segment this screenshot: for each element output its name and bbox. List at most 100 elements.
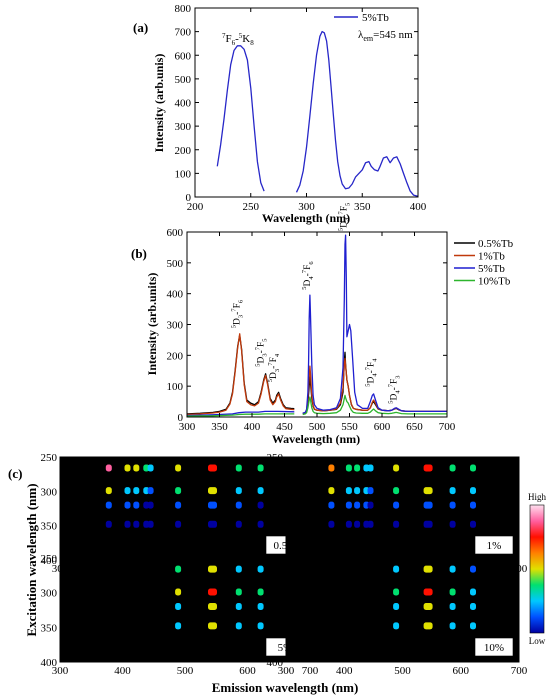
heatmap-1-spot-5-2 (393, 501, 400, 509)
panel-b-xtick-label-1: 350 (211, 421, 228, 433)
panel-a-ylabel: Intensity (arb.unis) (152, 54, 166, 153)
heatmap-2-spot-6-1 (208, 588, 217, 596)
heatmap-3-ytick-label-3: 400 (267, 657, 284, 669)
panel-b-xtick-label-3: 450 (276, 421, 293, 433)
heatmap-1-spot-6-1 (423, 487, 433, 495)
heatmap-2-spot-8-2 (257, 603, 264, 610)
heatmap-3-ytick-label-0: 250 (267, 553, 284, 565)
heatmap-1-ytick-label-3: 400 (267, 555, 284, 567)
panel-b-ytick-label-4: 400 (167, 289, 184, 301)
heatmap-1-spot-4-0 (367, 464, 374, 472)
heatmap-2-spot-7-0 (235, 565, 242, 573)
panel-b-xtick-label-0: 300 (179, 421, 196, 433)
panel-a-legend-note: λem=545 nm (358, 29, 413, 43)
heatmap-0-spot-2-0 (133, 464, 140, 472)
panel-b-annotation-4: 5D4-7F5 (337, 203, 351, 231)
panel-b-annotation-0: 5D3-7F6 (231, 299, 245, 328)
heatmap-2-spot-5-3 (175, 622, 182, 630)
heatmap-3-spot-7-1 (449, 588, 456, 596)
heatmap-0-spot-5-2 (175, 501, 182, 509)
panel-b-ytick-label-1: 100 (167, 381, 184, 393)
heatmap-0-spot-7-0 (235, 464, 242, 472)
panel-b-annotation-3: 5D4-7F6 (301, 261, 315, 290)
panel-b: (b) 300 350 400 450 500 550 600 650 700010020030… (131, 203, 514, 446)
heatmap-2-ytick-label-2: 350 (41, 622, 58, 634)
panel-c-colorbar: High Low (528, 492, 547, 646)
heatmap-3-xtick-label-1: 400 (336, 665, 353, 677)
heatmap-0-spot-0-1 (105, 487, 112, 495)
panel-c-xlabel: Emission wavelength (nm) (212, 680, 359, 695)
heatmap-3-spot-7-3 (449, 622, 456, 630)
heatmap-2-ytick-label-3: 400 (41, 657, 58, 669)
panel-a-xtick-label-0: 200 (187, 201, 204, 213)
panel-a-xtick-label-3: 350 (354, 201, 371, 213)
heatmap-3-xtick-label-3: 600 (453, 665, 470, 677)
panel-b-xlabel: Wavelength (nm) (272, 432, 360, 446)
heatmap-2-ytick-label-0: 250 (41, 553, 58, 565)
heatmap-1-spot-0-2 (328, 501, 335, 509)
heatmap-0-spot-5-0 (175, 464, 182, 472)
panel-a-series-0-segment-1 (295, 30, 418, 197)
heatmap-2-spot-5-0 (175, 565, 182, 573)
panel-a-xtick-label-4: 400 (410, 201, 427, 213)
panel-a-xtick-label-2: 300 (298, 201, 315, 213)
panel-a-plot-area: 200 250 300 350 400 0 100 200 300 400 500 600 700 800 (175, 3, 427, 213)
heatmap-0-spot-1-2 (124, 501, 131, 509)
panel-a-ytick-label-6: 600 (175, 50, 192, 62)
heatmap-1-spot-2-1 (354, 487, 361, 495)
heatmap-0-ytick-label-0: 250 (41, 452, 58, 464)
heatmap-0-spot-6-0 (208, 464, 217, 472)
heatmap-1-spot-7-3 (449, 520, 456, 528)
heatmap-1-spot-6-2 (423, 501, 433, 509)
heatmap-1-spot-7-1 (449, 487, 456, 495)
heatmap-0-spot-0-2 (105, 501, 112, 509)
panel-b-xtick-label-4: 500 (309, 421, 326, 433)
panel-b-legend-label-0: 0.5%Tb (478, 238, 514, 250)
heatmap-0-ytick-label-2: 350 (41, 521, 58, 533)
panel-b-legend-label-2: 5%Tb (478, 263, 505, 275)
heatmap-1-spot-5-3 (393, 520, 400, 528)
heatmap-1-spot-6-3 (423, 520, 433, 528)
heatmap-0-spot-6-3 (208, 520, 217, 528)
panel-a-label: (a) (133, 20, 148, 35)
heatmap-0-spot-2-3 (133, 520, 140, 528)
heatmap-1-spot-8-2 (470, 501, 476, 509)
heatmap-2-spot-6-3 (208, 622, 217, 630)
heatmap-1-spot-4-3 (367, 520, 374, 528)
panel-b-xtick-label-8: 700 (439, 421, 456, 433)
heatmap-0-spot-5-1 (175, 487, 182, 495)
panel-c-label: (c) (8, 466, 22, 481)
heatmap-0-spot-7-2 (235, 501, 242, 509)
heatmap-0-spot-8-1 (257, 487, 264, 495)
panel-b-annotation-1: 5D3-7F5 (255, 338, 269, 366)
heatmap-1-spot-1-1 (345, 487, 352, 495)
heatmap-0-spot-6-1 (208, 487, 217, 495)
heatmap-2-spot-8-3 (257, 622, 264, 630)
colorbar-low-label: Low (529, 636, 546, 646)
heatmap-3-spot-5-2 (393, 603, 400, 610)
heatmap-0-spot-7-3 (235, 520, 242, 528)
heatmap-3-xtick-label-0: 300 (278, 665, 295, 677)
heatmap-3-spot-6-0 (423, 565, 433, 573)
heatmap-2-xtick-label-0: 300 (52, 665, 69, 677)
panel-b-xtick-label-6: 600 (374, 421, 391, 433)
panel-b-annotation-5: 5D4-7F4 (365, 358, 379, 387)
heatmap-3-spot-5-0 (393, 565, 400, 573)
heatmap-1-spot-8-1 (470, 487, 476, 495)
panel-a: (a) 200 250 300 350 400 0 100 200 300 400 500 600 70… (133, 3, 427, 225)
panel-b-annotation-2: 5D3-7F4 (267, 353, 281, 382)
heatmap-1-spot-7-0 (449, 464, 456, 472)
colorbar-high-label: High (528, 492, 547, 502)
heatmap-2-xtick-label-2: 500 (177, 665, 194, 677)
panel-b-series-3-segment-1 (302, 394, 447, 416)
heatmap-0-spot-2-1 (133, 487, 140, 495)
panel-c: (c) 3004005006007002503003504000.5%30040… (8, 452, 547, 695)
panel-b-label: (b) (131, 246, 147, 261)
heatmap-0-spot-2-2 (133, 501, 140, 509)
heatmap-3-xtick-label-4: 700 (511, 665, 528, 677)
heatmap-1-spot-5-1 (393, 487, 400, 495)
heatmap-2-spot-6-0 (208, 565, 217, 573)
heatmap-3-xtick-label-2: 500 (394, 665, 411, 677)
panel-b-legend-label-1: 1%Tb (478, 251, 505, 263)
